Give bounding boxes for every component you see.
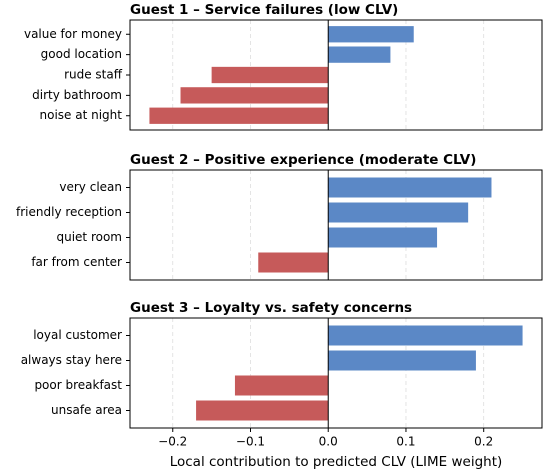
x-tick-label: −0.1 xyxy=(236,435,265,449)
bar xyxy=(328,325,523,346)
y-tick-label: friendly reception xyxy=(16,205,122,219)
axes-frame xyxy=(129,19,543,131)
y-tick-label: value for money xyxy=(24,27,122,41)
bar xyxy=(149,107,329,124)
y-tick-label: good location xyxy=(41,47,122,61)
bar xyxy=(211,66,329,84)
bar xyxy=(234,375,329,396)
y-tick-label: loyal customer xyxy=(33,328,122,342)
bar xyxy=(196,400,329,421)
bar xyxy=(328,46,391,63)
bar xyxy=(328,26,414,43)
y-tick-label: rude staff xyxy=(64,68,123,82)
panel-title: Guest 2 – Positive experience (moderate … xyxy=(130,152,476,168)
y-tick-label: far from center xyxy=(31,255,122,269)
y-tick-label: noise at night xyxy=(40,108,123,122)
bar xyxy=(328,227,438,248)
x-tick-label: −0.2 xyxy=(158,435,187,449)
panel-title: Guest 1 – Service failures (low CLV) xyxy=(130,2,398,18)
x-tick-label: 0.1 xyxy=(396,435,415,449)
y-tick-label: very clean xyxy=(59,180,122,194)
x-axis-label: Local contribution to predicted CLV (LIM… xyxy=(170,454,503,470)
bar xyxy=(180,87,329,104)
x-tick-label: 0.0 xyxy=(319,435,338,449)
bar xyxy=(328,177,492,198)
y-tick-label: poor breakfast xyxy=(34,378,122,392)
bar xyxy=(328,350,476,371)
bar xyxy=(258,252,329,273)
y-tick-label: unsafe area xyxy=(51,403,122,417)
axes-frame xyxy=(129,317,543,429)
bar xyxy=(328,202,469,223)
panel-title: Guest 3 – Loyalty vs. safety concerns xyxy=(130,300,412,316)
y-tick-label: quiet room xyxy=(56,230,122,244)
axes-frame xyxy=(129,169,543,281)
y-tick-label: dirty bathroom xyxy=(32,88,122,102)
x-tick-label: 0.2 xyxy=(474,435,493,449)
y-tick-label: always stay here xyxy=(21,353,122,367)
